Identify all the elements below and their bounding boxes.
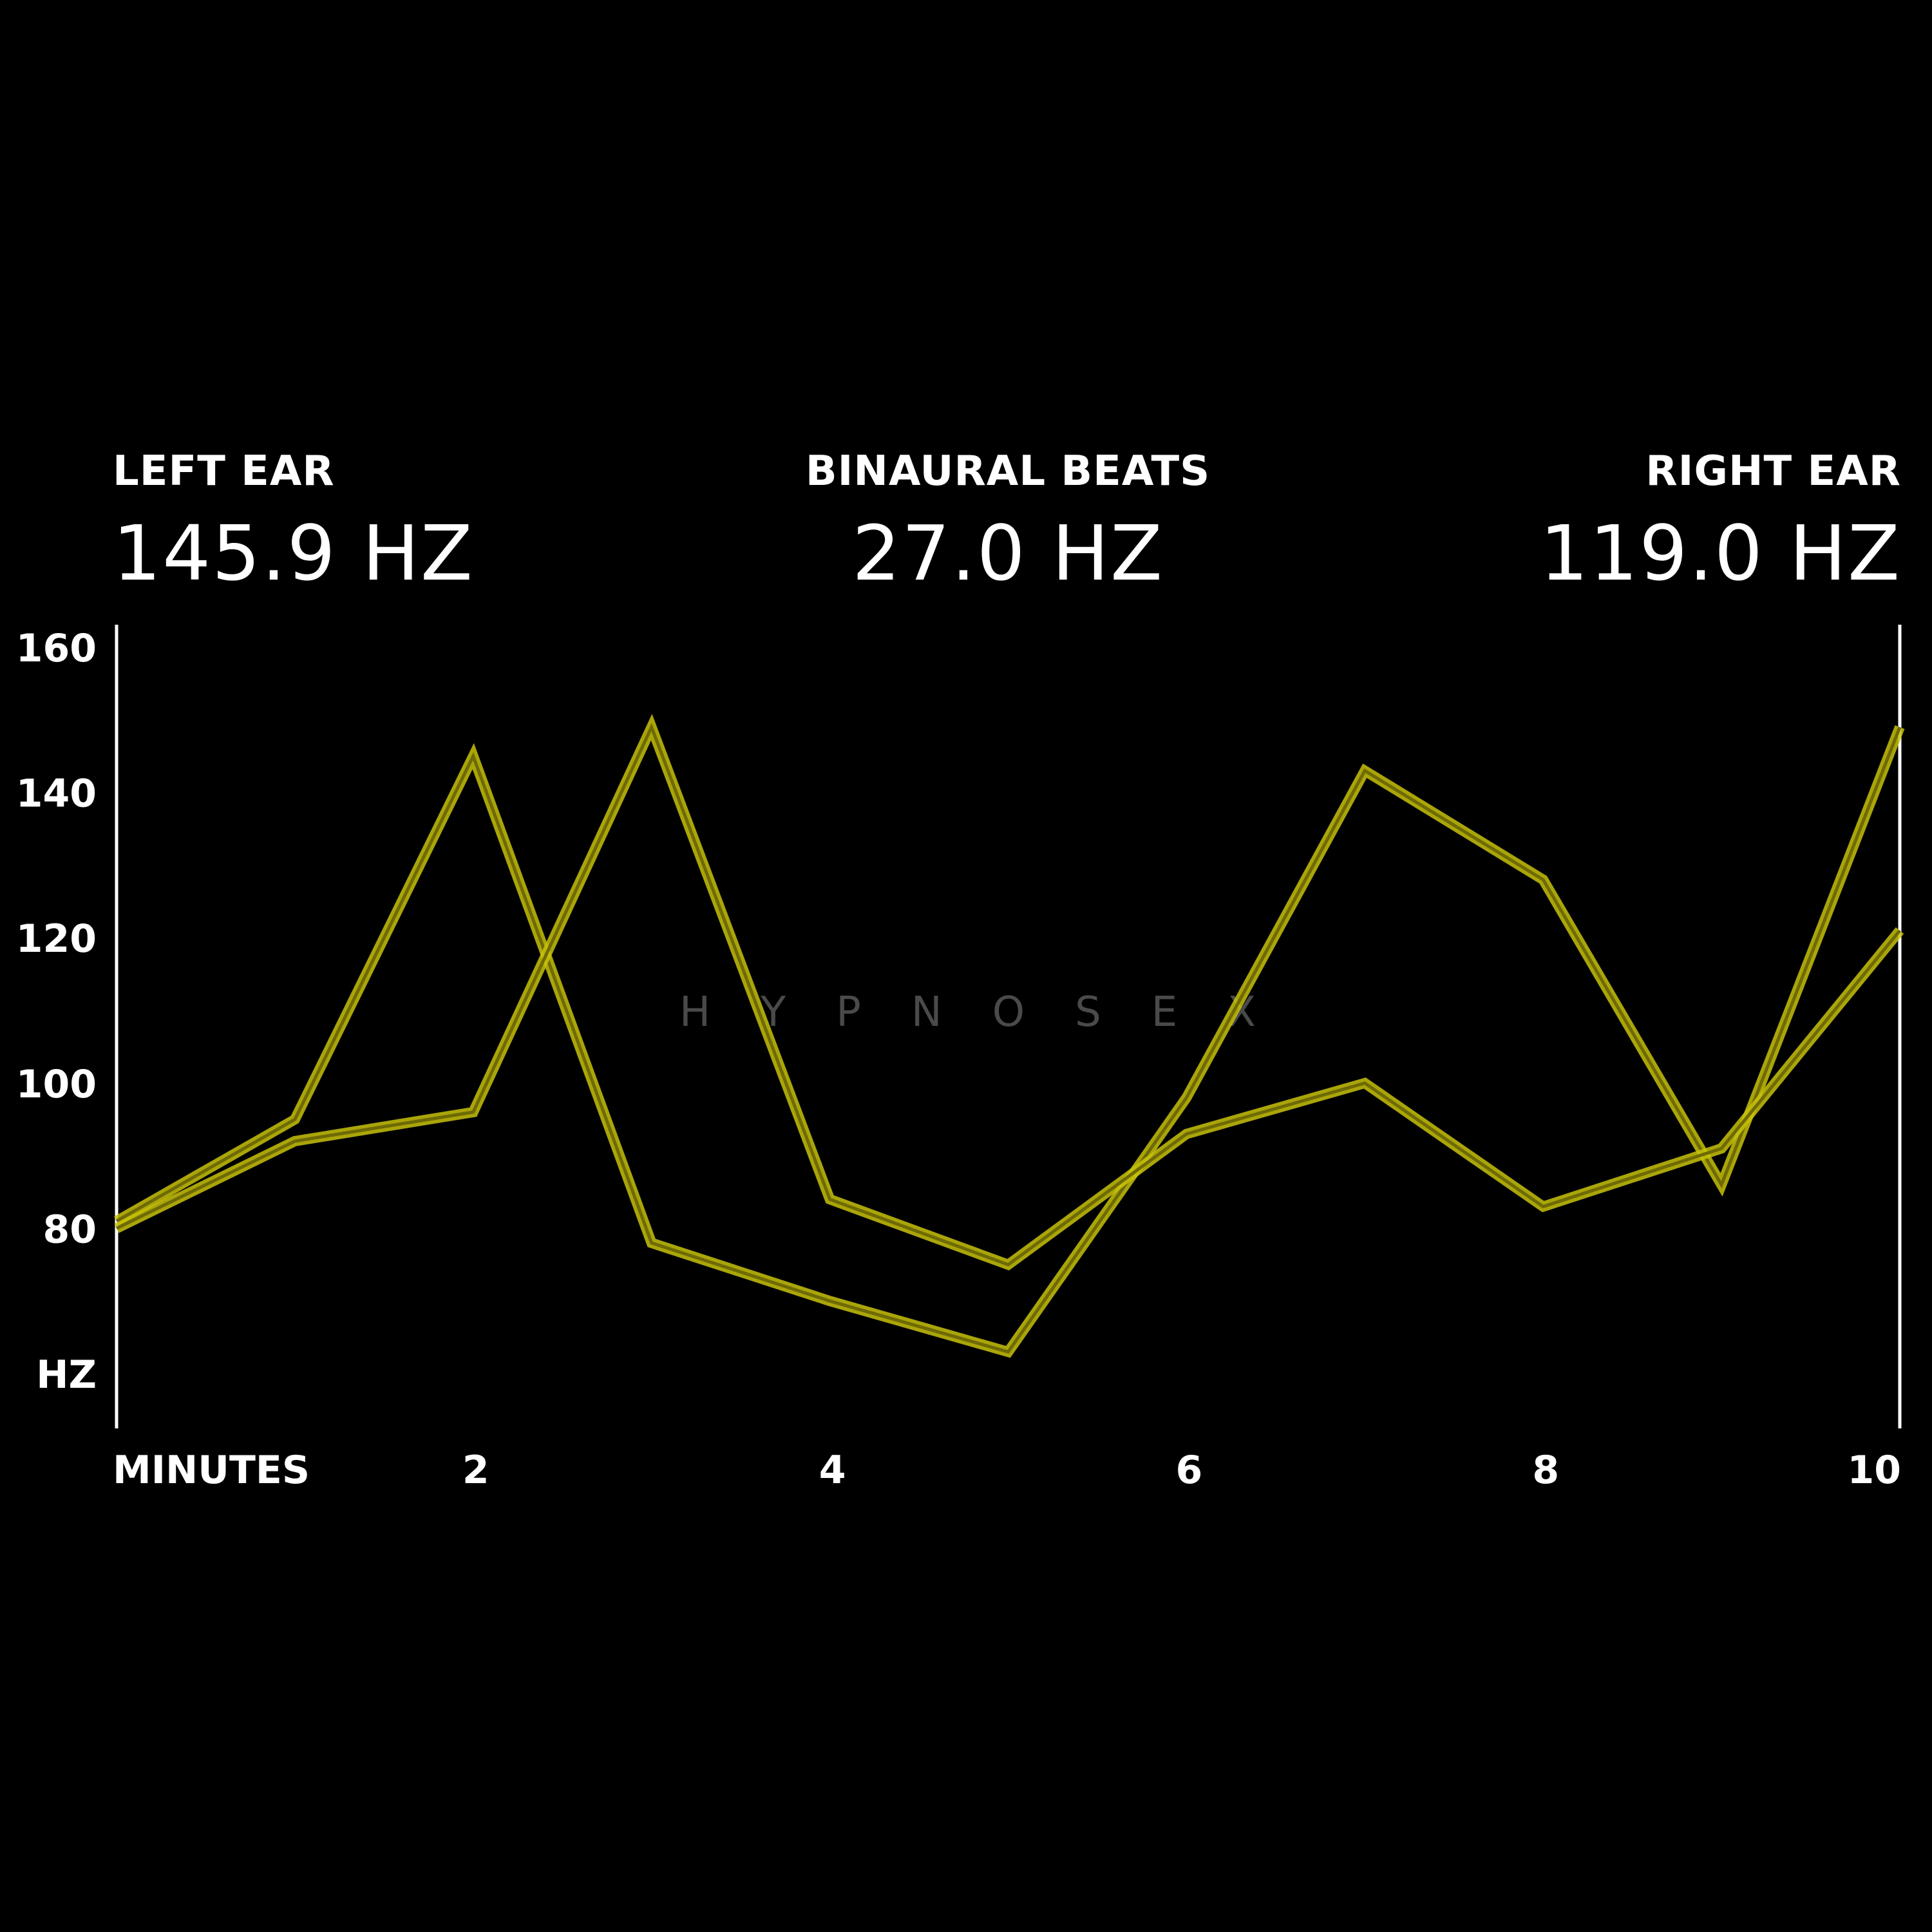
- left-ear-label: LEFT EAR: [113, 448, 335, 495]
- series-line-1: [114, 725, 1905, 1358]
- data-point: [294, 1119, 296, 1120]
- x-tick-label: 8: [1532, 1448, 1559, 1493]
- right-ear-label: RIGHT EAR: [1645, 448, 1901, 495]
- y-tick-label: 80: [43, 1207, 97, 1252]
- data-point: [829, 1300, 831, 1302]
- data-point: [1899, 726, 1900, 728]
- watermark: HYPNOSEX: [679, 989, 1306, 1036]
- y-tick-label: 160: [16, 626, 97, 671]
- x-tick-label: 2: [462, 1448, 489, 1493]
- x-axis-label: MINUTES: [113, 1448, 310, 1493]
- data-point: [1721, 1184, 1722, 1186]
- data-point: [116, 1227, 117, 1229]
- data-point: [1364, 1083, 1365, 1084]
- data-point: [294, 1141, 296, 1142]
- data-point: [1186, 1097, 1187, 1098]
- data-point: [473, 1112, 474, 1113]
- binaural-beats-value: 27.0 HZ: [852, 509, 1164, 598]
- data-point: [1008, 1351, 1009, 1352]
- x-tick-label: 6: [1176, 1448, 1203, 1493]
- x-tick-label: 4: [819, 1448, 846, 1493]
- y-tick-label: 120: [16, 916, 97, 961]
- right-ear-value: 119.0 HZ: [1540, 509, 1901, 598]
- data-point: [1899, 930, 1900, 931]
- data-point: [651, 726, 652, 728]
- data-point: [1542, 1206, 1544, 1208]
- x-tick-label: 10: [1848, 1448, 1902, 1493]
- data-point: [651, 1242, 652, 1244]
- data-point: [116, 1220, 117, 1222]
- data-point: [473, 755, 474, 757]
- series-line-core-1: [115, 726, 1902, 1354]
- y-tick-label: 100: [16, 1062, 97, 1107]
- left-ear-value: 145.9 HZ: [113, 509, 474, 598]
- data-point: [1364, 770, 1365, 772]
- data-point: [1542, 879, 1544, 880]
- data-point: [1186, 1133, 1187, 1135]
- data-point: [1008, 1264, 1009, 1265]
- series-line-core-2: [115, 723, 1901, 1267]
- data-point: [829, 1198, 831, 1200]
- y-tick-label: 140: [16, 772, 97, 817]
- y-axis-label: HZ: [36, 1352, 97, 1397]
- binaural-beats-label: BINAURAL BEATS: [805, 448, 1211, 495]
- data-point: [1721, 1148, 1722, 1149]
